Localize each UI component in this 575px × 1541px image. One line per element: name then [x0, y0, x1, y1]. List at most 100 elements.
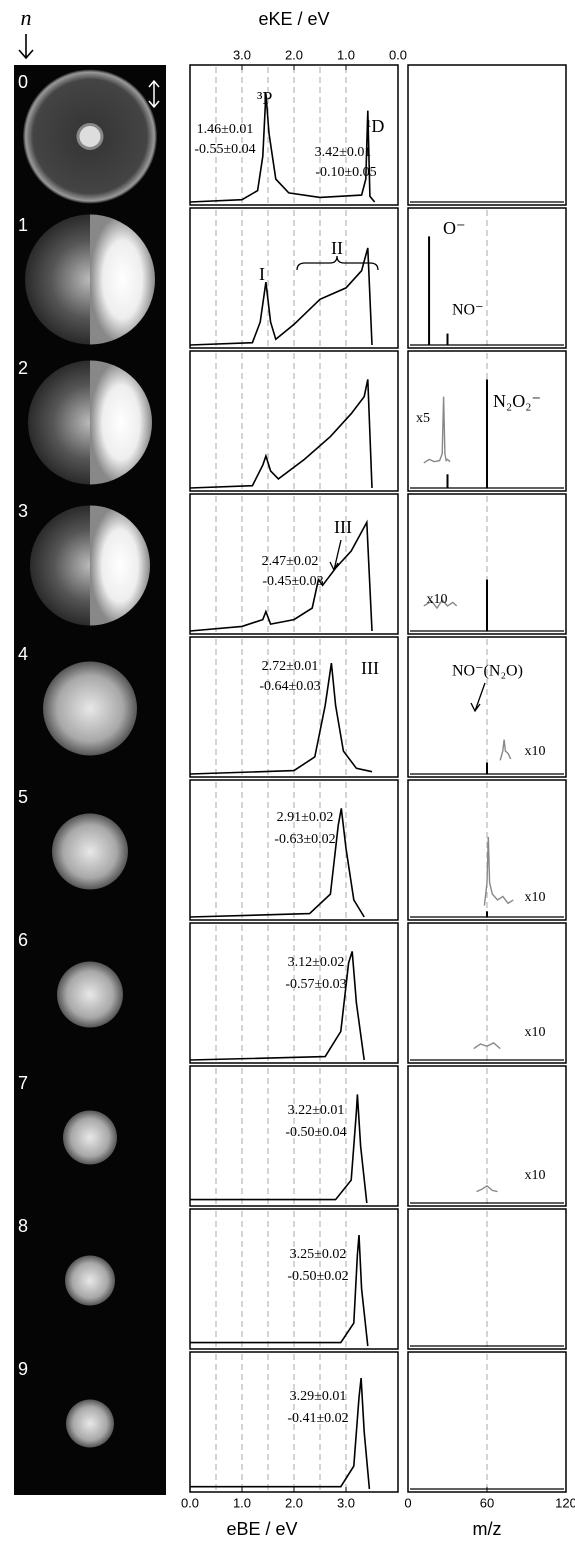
polarization-arrow — [148, 79, 160, 109]
scaled-trace — [423, 396, 451, 464]
spectrum-annotation: 3.29±0.01 — [290, 1389, 347, 1404]
mass-axis-title: m/z — [473, 1519, 502, 1539]
panel-label: 3 — [18, 501, 28, 521]
detector-image — [43, 661, 137, 756]
x-tick-label: 2.0 — [285, 1495, 303, 1510]
x-tick-label: 1.0 — [337, 47, 355, 62]
spectrum-annotation: -0.55±0.04 — [194, 142, 255, 157]
spectrum-frame — [189, 1065, 399, 1207]
mass-frame — [407, 1351, 567, 1493]
trace-scale-label: x10 — [525, 1168, 546, 1183]
mass-annotation: NO⁻ — [452, 302, 484, 319]
mass-annotation: N₂O₂⁻ — [493, 391, 541, 411]
scaled-trace — [499, 739, 512, 761]
spectrum-annotation: I — [259, 264, 265, 284]
arrow — [329, 539, 342, 572]
spectrum-annotation: -0.50±0.04 — [285, 1125, 346, 1140]
detector-image-half — [90, 505, 150, 626]
spectrum-annotation: 3.22±0.01 — [288, 1103, 345, 1118]
mass-frame — [407, 64, 567, 206]
mass-frame — [407, 922, 567, 1064]
ebe-axis-title: eBE / eV — [226, 1519, 297, 1539]
detector-image — [63, 1110, 117, 1165]
spectrum-annotation: 2.91±0.02 — [277, 810, 334, 825]
spectrum-frame — [189, 636, 399, 778]
spectrum-annotation: ¹D — [366, 116, 384, 136]
spectrum-annotation: III — [361, 658, 379, 678]
x-tick-label: 60 — [480, 1495, 494, 1510]
spectrum-annotation: -0.50±0.02 — [287, 1269, 348, 1284]
mass-annotation: O⁻ — [443, 218, 466, 238]
trace-scale-label: x10 — [525, 890, 546, 905]
spectrum-line — [189, 662, 373, 775]
mass-frame — [407, 207, 567, 349]
scaled-trace — [483, 836, 514, 906]
spectrum-line — [189, 808, 365, 918]
panel-label: 0 — [18, 72, 28, 92]
spectrum-annotation: -0.64±0.03 — [259, 679, 320, 694]
spectrum-annotation: II — [331, 238, 343, 258]
index-arrow — [18, 34, 34, 60]
x-tick-label: 1.0 — [233, 1495, 251, 1510]
panel-label: 9 — [18, 1359, 28, 1379]
x-tick-label: 0.0 — [181, 1495, 199, 1510]
spectrum-annotation: 2.47±0.02 — [262, 554, 319, 569]
spectrum-frame — [189, 350, 399, 492]
spectrum-line — [189, 93, 376, 203]
trace-scale-label: x10 — [427, 592, 448, 607]
spectrum-frame — [189, 207, 399, 349]
spectrum-line — [190, 1235, 369, 1347]
spectrum-line — [190, 1094, 368, 1204]
detector-image — [52, 813, 128, 890]
x-tick-label: 0.0 — [389, 47, 407, 62]
panel-label: 6 — [18, 930, 28, 950]
spectrum-annotation: III — [334, 517, 352, 537]
spectrum-line — [189, 379, 373, 489]
detector-image-half — [90, 360, 152, 485]
spectrum-annotation: 2.72±0.01 — [262, 659, 319, 674]
panel-label: 7 — [18, 1073, 28, 1093]
spectrum-line — [189, 519, 373, 632]
panel-label: 4 — [18, 644, 28, 664]
scaled-trace — [473, 1042, 501, 1050]
spectrum-frame — [189, 1208, 399, 1350]
spectrum-annotation: 3.12±0.02 — [288, 955, 345, 970]
spectrum-frame — [189, 779, 399, 921]
detector-image — [57, 961, 123, 1028]
mass-frame — [407, 350, 567, 492]
spectrum-annotation: 3.42±0.01 — [315, 145, 372, 160]
x-tick-label: 2.0 — [285, 47, 303, 62]
spectrum-annotation: -0.10±0.05 — [315, 165, 376, 180]
eke-axis-title: eKE / eV — [258, 9, 329, 29]
panel-label: 2 — [18, 358, 28, 378]
spectrum-frame — [189, 493, 399, 635]
spectrum-annotation: -0.63±0.02 — [274, 832, 335, 847]
detector-image — [65, 1255, 115, 1306]
mass-annotation: NO⁻(N₂O) — [452, 663, 523, 680]
x-tick-label: 3.0 — [337, 1495, 355, 1510]
spectrum-line — [189, 951, 365, 1061]
spectrum-annotation: 3.25±0.02 — [290, 1247, 347, 1262]
detector-image — [66, 1399, 114, 1448]
mass-frame — [407, 1065, 567, 1207]
scaled-trace — [476, 1185, 498, 1193]
spectrum-annotation: 1.46±0.01 — [197, 122, 254, 137]
spectrum-annotation: -0.57±0.03 — [285, 977, 346, 992]
x-tick-label: 0 — [404, 1495, 411, 1510]
trace-scale-label: x10 — [525, 1025, 546, 1040]
detector-image-half — [90, 214, 155, 345]
mass-frame — [407, 779, 567, 921]
mass-frame — [407, 1208, 567, 1350]
arrow — [470, 682, 486, 713]
panel-label: 1 — [18, 215, 28, 235]
panel-label: 5 — [18, 787, 28, 807]
trace-scale-label: x5 — [416, 411, 430, 426]
spectrum-annotation: ³P — [257, 88, 272, 108]
spectrum-annotation: -0.41±0.02 — [287, 1411, 348, 1426]
panel-label: 8 — [18, 1216, 28, 1236]
brace — [296, 255, 379, 271]
detector-spot — [76, 123, 104, 150]
spectrum-frame — [189, 922, 399, 1064]
trace-scale-label: x10 — [525, 744, 546, 759]
